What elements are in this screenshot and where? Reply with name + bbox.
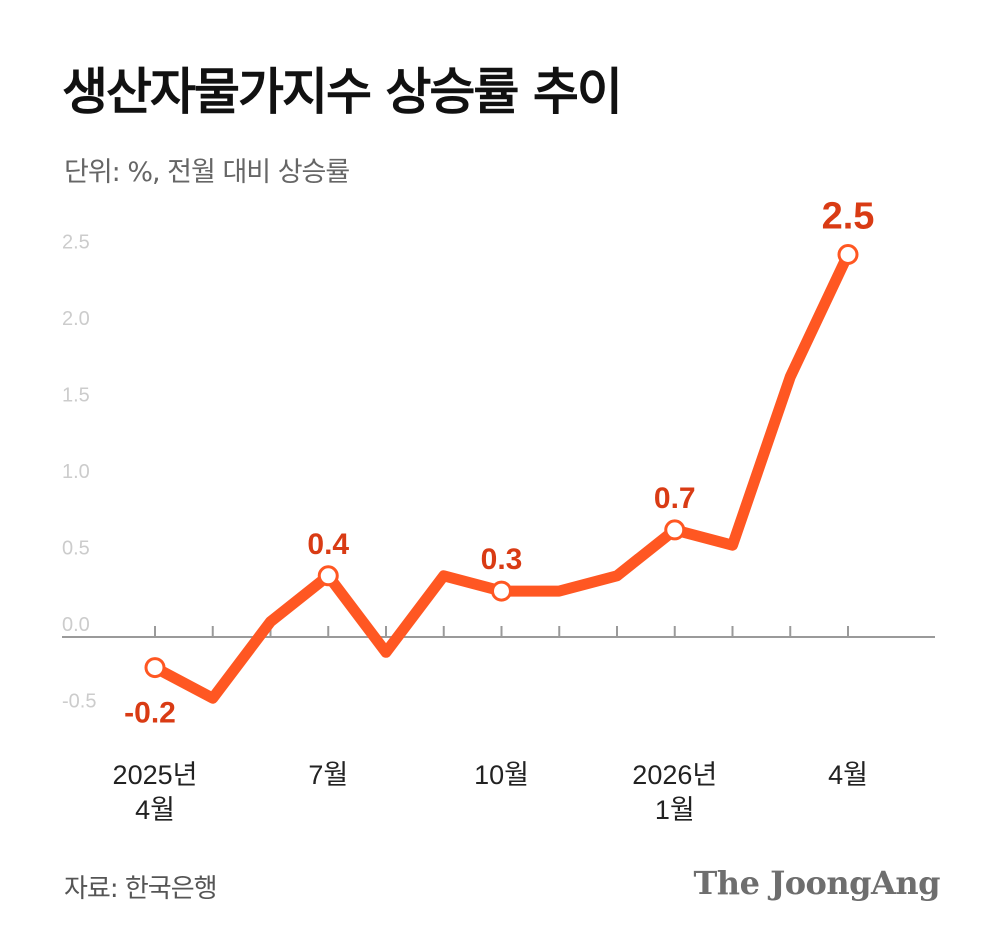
y-tick-label: 0.5 bbox=[62, 538, 90, 560]
x-tick-label: 2025년 4월 bbox=[113, 760, 198, 825]
x-tick-label-line: 4월 bbox=[135, 795, 175, 825]
x-tick-label-line: 10월 bbox=[474, 760, 529, 790]
data-label: 2.5 bbox=[822, 196, 875, 238]
y-tick-label: 2.5 bbox=[62, 232, 90, 254]
data-label: -0.2 bbox=[124, 697, 176, 730]
x-tick-label-line: 4월 bbox=[828, 760, 868, 790]
data-label: 0.7 bbox=[654, 482, 696, 515]
x-tick-label: 2026년 1월 bbox=[632, 760, 717, 825]
data-point-marker bbox=[317, 565, 339, 587]
y-axis-ticks: 2.5 2.0 1.5 1.0 0.5 0.0 -0.5 bbox=[62, 232, 96, 713]
source-note: 자료: 한국은행 bbox=[64, 874, 218, 904]
data-point-marker bbox=[837, 244, 859, 265]
x-axis bbox=[62, 626, 935, 638]
y-tick-label: 1.5 bbox=[62, 385, 90, 407]
x-tick-label-line: 2025년 bbox=[113, 760, 198, 790]
x-tick-label: 10월 bbox=[474, 760, 529, 790]
brand-logo: The JoongAng bbox=[693, 864, 940, 902]
x-tick-label-line: 1월 bbox=[655, 795, 695, 825]
data-label: 0.3 bbox=[481, 543, 523, 576]
data-point-marker bbox=[144, 657, 166, 679]
page-title: 생산자물가지수 상승률 추이 bbox=[62, 63, 623, 121]
y-tick-label: 0.0 bbox=[62, 614, 90, 636]
x-axis-labels: 2025년 4월 7월 10월 2026년 1월 4월 bbox=[113, 760, 868, 825]
x-tick-label-line: 2026년 bbox=[632, 760, 717, 790]
data-markers bbox=[144, 244, 859, 679]
x-tick-label: 7월 bbox=[308, 760, 348, 790]
y-tick-label: -0.5 bbox=[62, 691, 96, 713]
data-labels: -0.2 0.4 0.3 0.7 2.5 bbox=[124, 196, 874, 730]
x-tick-label-line: 7월 bbox=[308, 760, 348, 790]
data-point-marker bbox=[664, 519, 686, 541]
chart-subtitle: 단위: %, 전월 대비 상승률 bbox=[64, 157, 350, 188]
y-tick-label: 1.0 bbox=[62, 461, 90, 483]
data-label: 0.4 bbox=[307, 528, 349, 561]
y-tick-label: 2.0 bbox=[62, 308, 90, 330]
data-point-marker bbox=[491, 580, 512, 602]
x-tick-label: 4월 bbox=[828, 760, 868, 790]
